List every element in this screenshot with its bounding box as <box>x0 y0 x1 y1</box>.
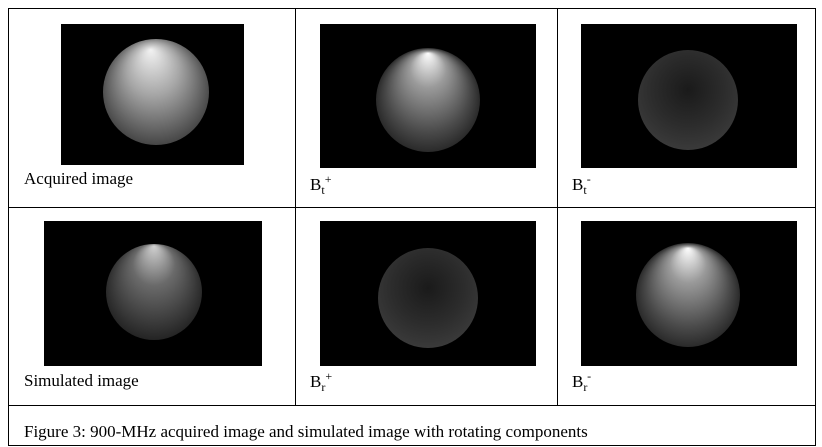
symbol: B <box>310 175 321 194</box>
superscript: - <box>587 369 591 383</box>
figure: Acquired image Bt+ Bt- Simulated image B… <box>0 0 822 447</box>
image <box>581 24 797 168</box>
image <box>581 221 797 366</box>
image <box>320 24 536 168</box>
cell-caption: Br- <box>572 369 591 394</box>
symbol: B <box>310 372 321 391</box>
image <box>44 221 262 366</box>
page: {"table": {"rows": [ [{"caption": "Acqui… <box>0 0 822 447</box>
symbol: B <box>572 372 583 391</box>
cell-caption: Bt- <box>572 172 591 197</box>
cell-caption: Simulated image <box>24 371 139 390</box>
superscript: - <box>587 172 591 186</box>
image <box>61 24 244 165</box>
image <box>320 221 536 366</box>
cell-caption: Bt+ <box>310 172 332 197</box>
superscript: + <box>325 369 332 383</box>
cell-caption: Br+ <box>310 369 332 394</box>
superscript: + <box>325 172 332 186</box>
figure-caption: Figure 3: 900-MHz acquired image and sim… <box>24 422 588 441</box>
symbol: B <box>572 175 583 194</box>
cell-caption: Acquired image <box>24 169 133 188</box>
